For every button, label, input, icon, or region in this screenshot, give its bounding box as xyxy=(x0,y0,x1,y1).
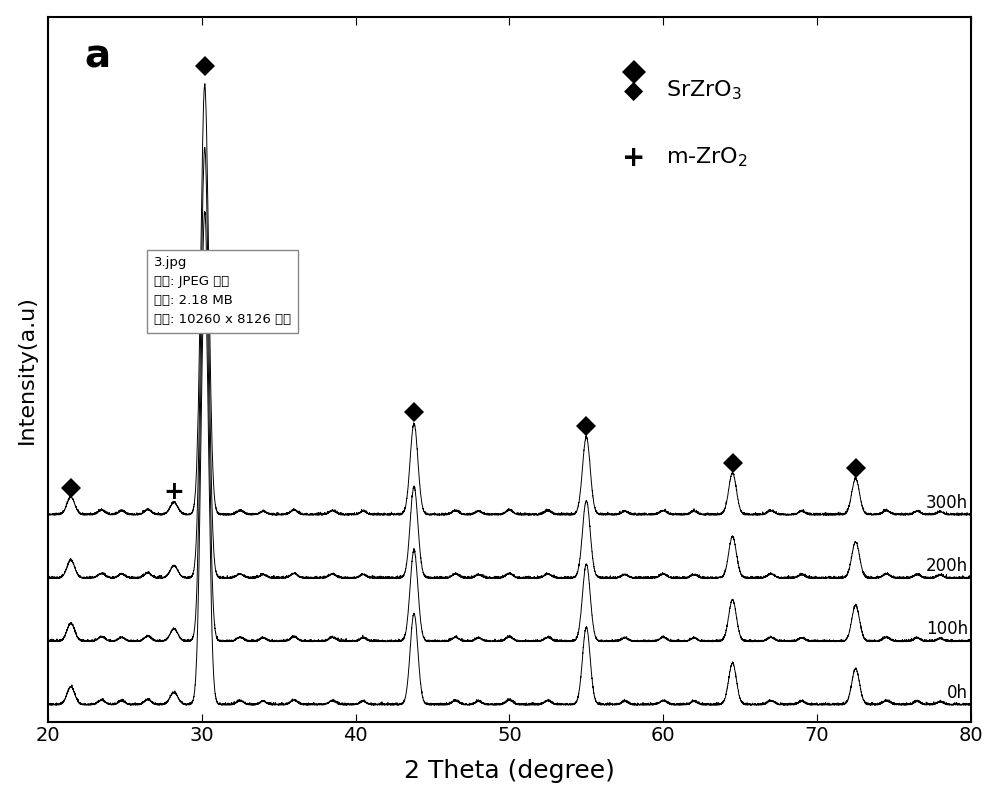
Text: 100h: 100h xyxy=(926,621,968,638)
Text: 300h: 300h xyxy=(926,494,968,512)
Text: +: + xyxy=(622,144,646,172)
Text: 200h: 200h xyxy=(926,557,968,575)
Y-axis label: Intensity(a.u): Intensity(a.u) xyxy=(17,294,37,443)
Text: m-ZrO$_2$: m-ZrO$_2$ xyxy=(666,146,748,170)
X-axis label: 2 Theta (degree): 2 Theta (degree) xyxy=(404,759,615,783)
Text: ◆: ◆ xyxy=(624,78,644,102)
Text: SrZrO$_3$: SrZrO$_3$ xyxy=(666,79,742,102)
Text: a: a xyxy=(85,38,111,76)
Text: 3.jpg
类型: JPEG 图像
大小: 2.18 MB
尺寸: 10260 x 8126 像素: 3.jpg 类型: JPEG 图像 大小: 2.18 MB 尺寸: 10260 … xyxy=(154,256,291,326)
Text: +: + xyxy=(164,480,184,504)
Text: 0h: 0h xyxy=(947,684,968,702)
